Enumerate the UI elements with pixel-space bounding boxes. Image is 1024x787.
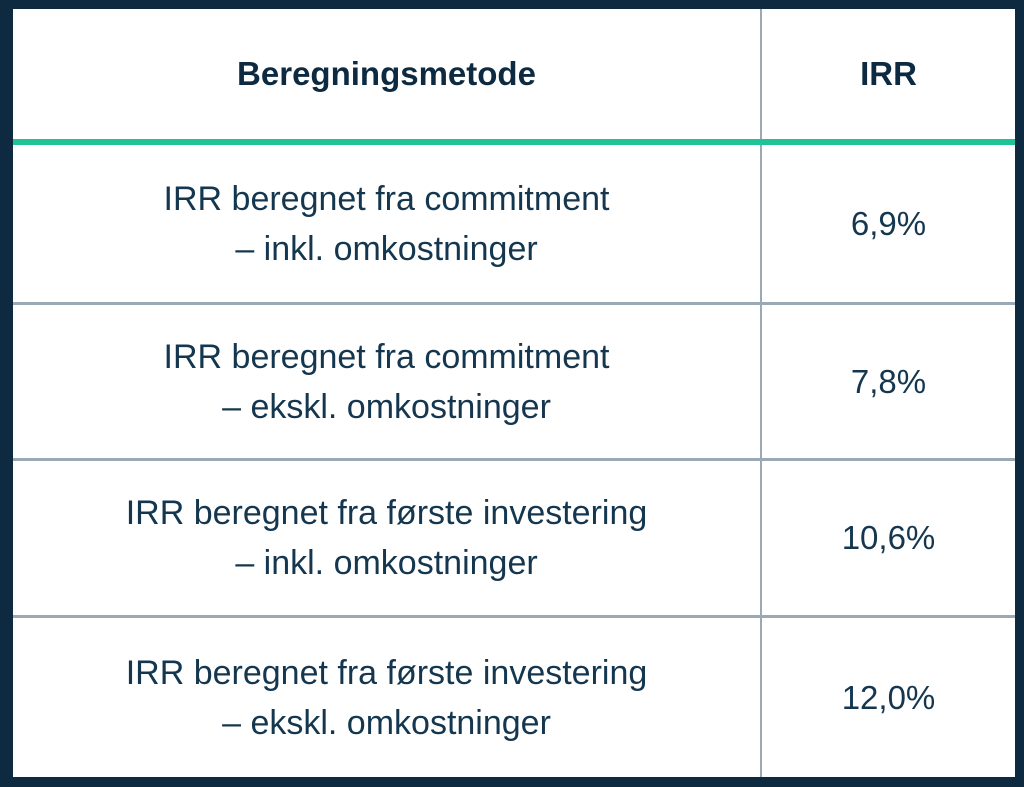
table-row-irr: 7,8% xyxy=(850,362,927,400)
method-line-1: IRR beregnet fra commitment xyxy=(163,337,610,376)
table-row-irr: 6,9% xyxy=(850,204,927,242)
method-line-2: – ekskl. omkostninger xyxy=(222,387,551,426)
column-divider xyxy=(760,461,762,615)
row-divider xyxy=(13,615,1015,618)
table-row-irr: 10,6% xyxy=(841,519,936,556)
table-row-method: IRR beregnet fra commitment – ekskl. omk… xyxy=(13,305,760,458)
header-method: Beregningsmetode xyxy=(237,55,536,92)
table-row-method: IRR beregnet fra commitment – inkl. omko… xyxy=(13,145,760,302)
method-line-1: IRR beregnet fra første investering xyxy=(125,653,648,692)
irr-table-grid: Beregningsmetode IRR IRR beregnet fra co… xyxy=(13,9,1015,777)
column-divider xyxy=(760,145,762,302)
header-accent-line xyxy=(13,139,1015,145)
table-row-method: IRR beregnet fra første investering – ek… xyxy=(13,618,760,777)
table-row-irr: 12,0% xyxy=(841,678,936,716)
method-line-2: – inkl. omkostninger xyxy=(235,229,538,268)
method-line-2: – inkl. omkostninger xyxy=(235,544,538,582)
table-row-method: IRR beregnet fra første investering – in… xyxy=(13,461,760,615)
row-divider xyxy=(13,458,1015,461)
column-divider xyxy=(760,618,762,777)
method-line-2: – ekskl. omkostninger xyxy=(222,703,551,742)
header-irr: IRR xyxy=(860,55,917,92)
method-line-1: IRR beregnet fra commitment xyxy=(163,179,610,218)
method-line-1: IRR beregnet fra første investering xyxy=(125,494,648,532)
column-divider xyxy=(760,9,762,139)
row-divider xyxy=(13,302,1015,305)
column-divider xyxy=(760,305,762,458)
